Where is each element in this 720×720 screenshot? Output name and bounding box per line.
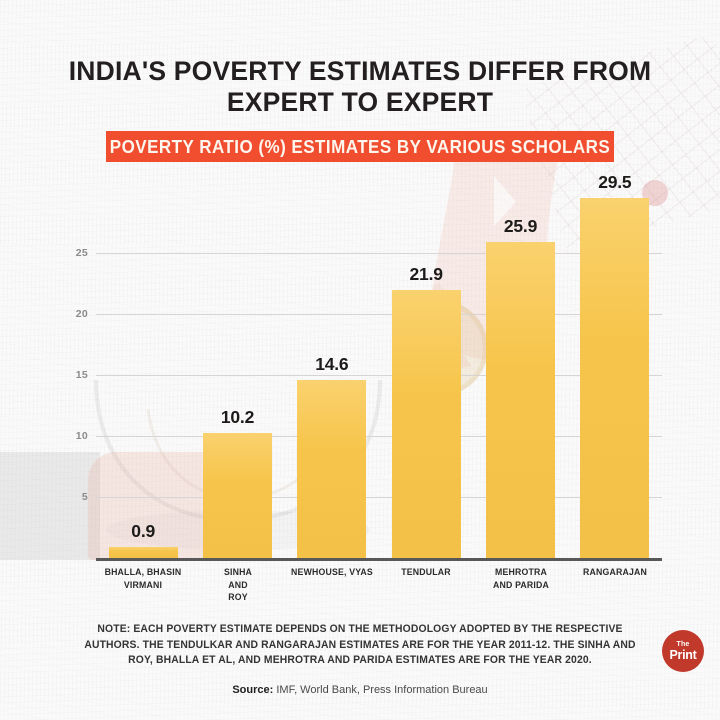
y-axis-tick-label: 20 [75,307,88,320]
bar-sheen [580,197,650,342]
logo-the-text: The [676,640,690,648]
logo-print-text: Print [669,647,697,662]
bar [297,379,367,558]
gridline [96,496,662,498]
gridline [96,313,662,315]
gridline [96,435,662,437]
x-axis-category-label: MEHROTRA AND PARIDA [492,567,549,590]
gridline [96,374,662,376]
bar-value-label: 29.5 [598,171,632,192]
source-value: IMF, World Bank, Press Information Burea… [276,684,488,696]
bar-sheen [391,290,461,398]
bar [203,433,272,558]
chart-note: NOTE: EACH POVERTY ESTIMATE DEPENDS ON T… [84,623,636,666]
bar-sheen [297,379,367,451]
bar-value-label: 10.2 [220,407,255,428]
y-axis-tick-label: 15 [75,368,88,381]
y-axis-tick-label: 25 [75,246,88,259]
chart-source: Source: IMF, World Bank, Press Informati… [60,684,660,696]
x-axis-category-label: NEWHOUSE, VYAS [290,567,373,577]
bar [108,547,178,558]
x-axis-baseline [96,558,662,561]
x-axis-category-label: TENDULAR [401,567,451,577]
page-title: INDIA'S POVERTY ESTIMATES DIFFER FROM EX… [68,56,652,117]
bar-value-label: 0.9 [131,521,156,541]
bar [486,241,555,558]
subtitle-banner: POVERTY RATIO (%) ESTIMATES BY VARIOUS S… [106,131,614,162]
x-axis-category-label: RANGARAJAN [582,567,647,577]
bar-value-label: 14.6 [315,353,349,374]
bar-sheen [203,433,272,484]
y-axis-tick-label: 5 [81,490,88,503]
bar [391,290,461,558]
source-label: Source: [232,684,274,696]
theprint-logo: The Print [662,630,704,672]
y-axis-tick-label: 10 [75,429,88,442]
bar-sheen [108,547,178,552]
bar-value-label: 25.9 [503,215,538,236]
bar-value-label: 21.9 [409,264,443,285]
subtitle-banner-text: POVERTY RATIO (%) ESTIMATES BY VARIOUS S… [109,135,611,157]
bar-sheen [486,241,555,369]
bar [580,197,650,558]
x-axis-category-label: SINHA AND ROY [223,567,252,602]
gridline [96,252,662,254]
x-axis-category-label: BHALLA, BHASIN VIRMANI [104,567,182,590]
